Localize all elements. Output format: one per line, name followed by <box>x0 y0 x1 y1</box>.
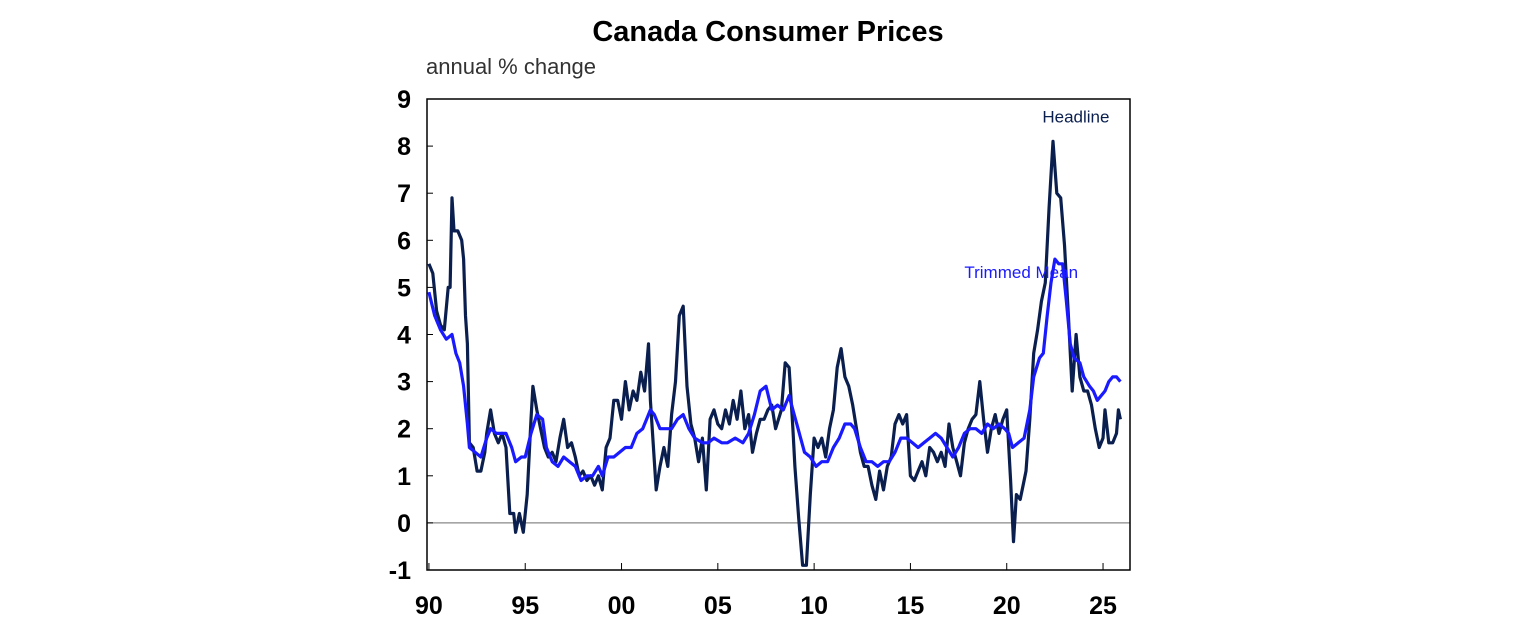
y-axis-label: annual % change <box>426 54 597 79</box>
x-tick-label: 20 <box>993 592 1021 620</box>
y-tick-label: -1 <box>389 557 411 585</box>
y-tick-label: 5 <box>397 274 411 302</box>
y-tick-label: 8 <box>397 133 411 161</box>
x-tick-label: 10 <box>800 592 828 620</box>
y-tick-label: 2 <box>397 416 411 444</box>
series-line-headline <box>427 139 1122 567</box>
y-tick-label: 1 <box>397 463 411 491</box>
y-tick-label: 6 <box>397 227 411 255</box>
series-label: Trimmed Mean <box>964 263 1078 282</box>
series-label: Headline <box>1042 108 1109 127</box>
y-tick-label: 7 <box>397 180 411 208</box>
chart-title: Canada Consumer Prices <box>592 16 944 48</box>
x-tick-label: 15 <box>897 592 925 620</box>
series-line-trimmed-mean <box>427 257 1122 483</box>
y-tick-label: 0 <box>397 510 411 538</box>
x-tick-label: 25 <box>1089 592 1117 620</box>
y-tick-label: 9 <box>397 86 411 114</box>
y-tick-label: 3 <box>397 369 411 397</box>
x-tick-label: 95 <box>511 592 539 620</box>
x-tick-label: 00 <box>608 592 636 620</box>
x-tick-label: 90 <box>415 592 443 620</box>
y-tick-label: 4 <box>397 322 411 350</box>
x-tick-label: 05 <box>704 592 732 620</box>
plot-frame <box>426 98 1131 571</box>
